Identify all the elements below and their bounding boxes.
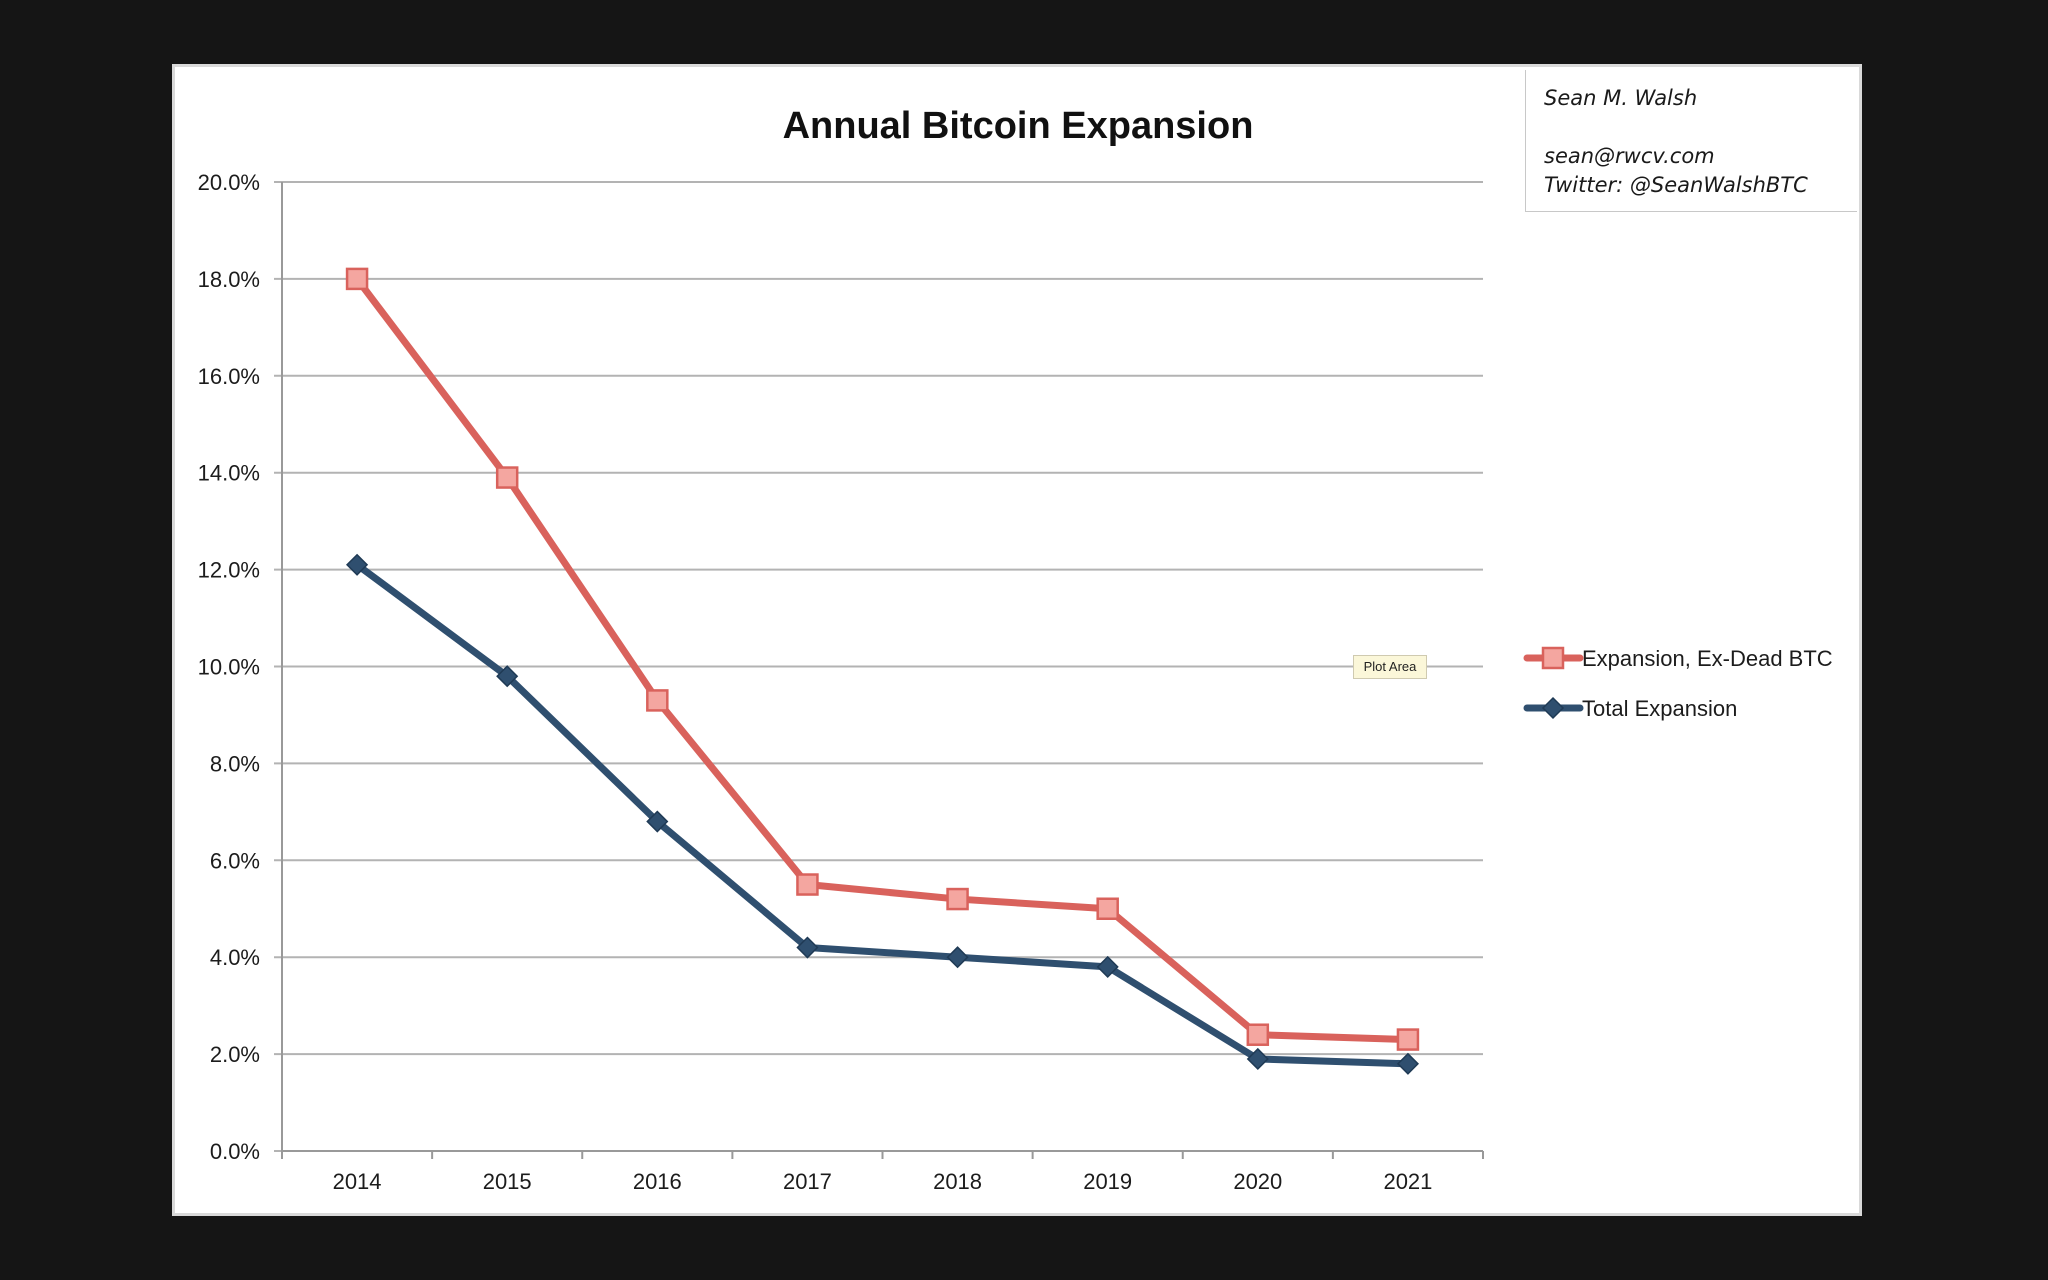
data-point-diamond bbox=[796, 936, 819, 959]
series-line bbox=[353, 275, 1412, 1044]
data-point-diamond bbox=[496, 665, 519, 688]
x-tick-label: 2020 bbox=[1233, 1169, 1282, 1194]
chart-title: Annual Bitcoin Expansion bbox=[783, 105, 1254, 147]
grid bbox=[274, 181, 1483, 1152]
data-point-square bbox=[1396, 1028, 1420, 1051]
y-tick-label: 2.0% bbox=[210, 1042, 260, 1067]
data-point-square bbox=[796, 873, 819, 896]
x-tick-label: 2018 bbox=[933, 1169, 982, 1194]
data-point-square bbox=[495, 466, 519, 489]
legend: Expansion, Ex-Dead BTC Total Expansion bbox=[1523, 646, 1833, 721]
y-tick-label: 20.0% bbox=[198, 170, 260, 195]
x-tick-label: 2019 bbox=[1083, 1169, 1132, 1194]
author-email: sean@rwcv.com bbox=[1544, 144, 1715, 168]
legend-marker bbox=[1541, 646, 1565, 670]
x-tick-label: 2017 bbox=[783, 1169, 832, 1194]
axes: 0.0% 2.0% 4.0% 6.0% 8.0% 10.0% 12.0% 14.0% 16.0%… bbox=[198, 170, 1484, 1194]
legend-label: Total Expansion bbox=[1582, 696, 1737, 721]
plot-area-tooltip: Plot Area bbox=[1353, 655, 1427, 679]
y-tick-label: 18.0% bbox=[198, 267, 260, 292]
legend-marker bbox=[1541, 696, 1565, 720]
series bbox=[345, 267, 1420, 1075]
data-point-square bbox=[646, 689, 669, 712]
y-tick-label: 4.0% bbox=[210, 945, 260, 970]
y-tick-label: 16.0% bbox=[198, 364, 260, 389]
author-name: Sean M. Walsh bbox=[1544, 86, 1698, 110]
data-point-square bbox=[1246, 1023, 1270, 1046]
y-tick-label: 14.0% bbox=[198, 461, 260, 486]
y-tick-label: 10.0% bbox=[198, 655, 260, 680]
y-tick-label: 8.0% bbox=[210, 751, 260, 776]
data-point-square bbox=[946, 887, 969, 911]
x-tick-label: 2016 bbox=[633, 1169, 682, 1194]
y-tick-label: 6.0% bbox=[210, 848, 260, 873]
data-point-diamond bbox=[1096, 955, 1119, 978]
data-point-diamond bbox=[1396, 1052, 1419, 1075]
data-point-diamond bbox=[1246, 1047, 1269, 1071]
x-tick-label: 2015 bbox=[483, 1169, 532, 1194]
x-tick-label: 2014 bbox=[333, 1169, 382, 1194]
y-tick-label: 12.0% bbox=[198, 558, 260, 583]
legend-label: Expansion, Ex-Dead BTC bbox=[1582, 646, 1833, 671]
author-twitter: Twitter: @SeanWalshBTC bbox=[1544, 173, 1808, 197]
series-line bbox=[353, 561, 1412, 1068]
author-info-box: Sean M. Walsh sean@rwcv.com Twitter: @Se… bbox=[1525, 70, 1857, 212]
y-tick-label: 0.0% bbox=[210, 1139, 260, 1164]
data-point-diamond bbox=[646, 810, 669, 833]
data-point-square bbox=[345, 267, 369, 291]
data-point-diamond bbox=[946, 946, 969, 969]
data-point-diamond bbox=[346, 553, 369, 576]
data-point-square bbox=[1096, 897, 1119, 920]
x-tick-label: 2021 bbox=[1383, 1169, 1432, 1194]
